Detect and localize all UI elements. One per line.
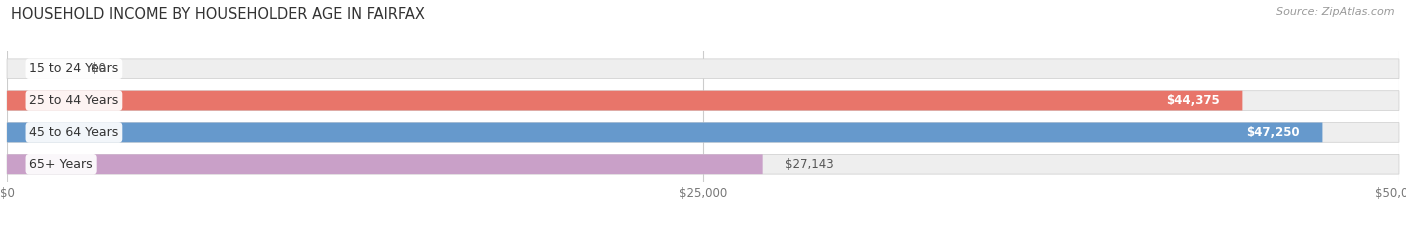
FancyBboxPatch shape	[7, 123, 1399, 142]
Text: 15 to 24 Years: 15 to 24 Years	[30, 62, 118, 75]
Text: $44,375: $44,375	[1167, 94, 1220, 107]
Text: $27,143: $27,143	[785, 158, 834, 171]
Text: $47,250: $47,250	[1247, 126, 1301, 139]
FancyBboxPatch shape	[7, 154, 1399, 174]
Text: HOUSEHOLD INCOME BY HOUSEHOLDER AGE IN FAIRFAX: HOUSEHOLD INCOME BY HOUSEHOLDER AGE IN F…	[11, 7, 425, 22]
Text: Source: ZipAtlas.com: Source: ZipAtlas.com	[1277, 7, 1395, 17]
FancyBboxPatch shape	[7, 91, 1243, 110]
Text: 45 to 64 Years: 45 to 64 Years	[30, 126, 118, 139]
Text: 25 to 44 Years: 25 to 44 Years	[30, 94, 118, 107]
Text: $0: $0	[90, 62, 105, 75]
Text: 65+ Years: 65+ Years	[30, 158, 93, 171]
FancyBboxPatch shape	[7, 123, 1323, 142]
FancyBboxPatch shape	[7, 91, 1399, 110]
FancyBboxPatch shape	[7, 59, 1399, 79]
FancyBboxPatch shape	[7, 154, 762, 174]
